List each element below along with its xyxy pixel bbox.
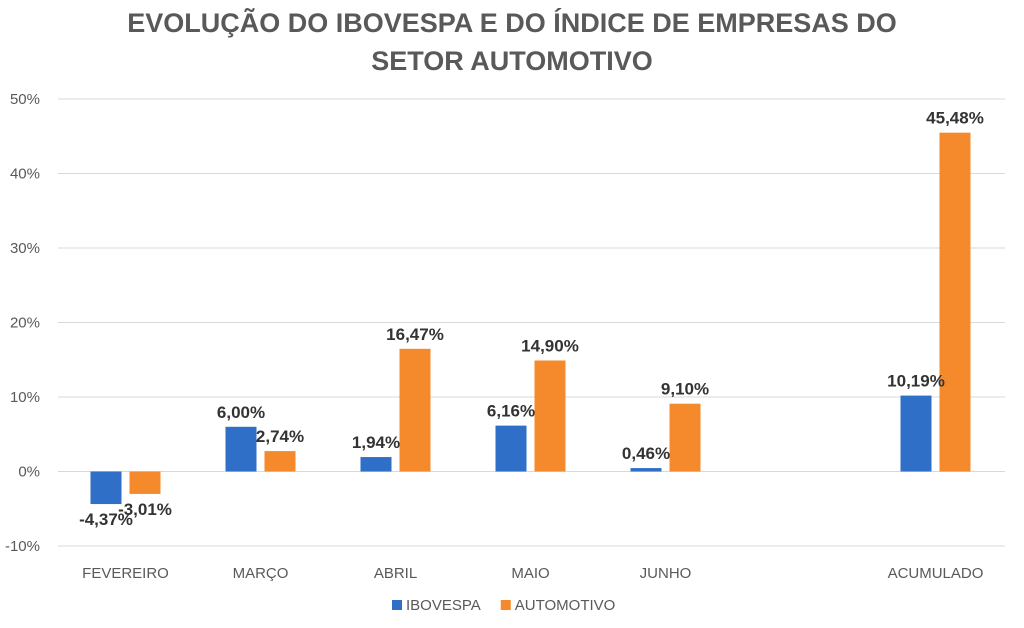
data-label: 45,48% xyxy=(926,109,984,128)
data-label: 6,16% xyxy=(487,402,535,421)
data-label: -4,37% xyxy=(79,510,133,529)
y-tick-label: 50% xyxy=(10,91,40,108)
y-tick-label: 10% xyxy=(10,389,40,406)
data-label: 16,47% xyxy=(386,325,444,344)
legend-swatch-ibovespa xyxy=(392,600,402,610)
bar-ibovespa xyxy=(360,457,392,472)
data-label: 0,46% xyxy=(622,444,670,463)
x-tick-label: JUNHO xyxy=(640,565,692,582)
bar-ibovespa xyxy=(630,468,662,472)
legend-swatch-automotivo xyxy=(500,600,511,610)
x-tick-label: ABRIL xyxy=(374,565,417,582)
legend-label: IBOVESPA xyxy=(406,597,481,614)
bar-ibovespa xyxy=(90,471,122,505)
y-tick-label: 20% xyxy=(10,315,40,332)
bar-automotivo xyxy=(264,451,296,472)
bar-ibovespa xyxy=(495,425,527,472)
data-label: 6,00% xyxy=(217,403,265,422)
x-tick-label: FEVEREIRO xyxy=(82,565,169,582)
y-tick-label: 30% xyxy=(10,240,40,257)
bar-automotivo xyxy=(129,471,161,494)
y-tick-label: 0% xyxy=(18,464,40,481)
bar-automotivo xyxy=(534,360,566,472)
chart-title-line-1: EVOLUÇÃO DO IBOVESPA E DO ÍNDICE DE EMPR… xyxy=(127,7,897,38)
bar-automotivo xyxy=(939,132,971,472)
bar-ibovespa xyxy=(225,426,257,472)
bar-automotivo xyxy=(669,403,701,472)
chart-title-line-2: SETOR AUTOMOTIVO xyxy=(371,46,653,76)
y-tick-label: 40% xyxy=(10,166,40,183)
y-tick-label: -10% xyxy=(5,538,40,555)
x-tick-label: MARÇO xyxy=(233,565,289,582)
data-label: -3,01% xyxy=(118,500,172,519)
data-label: 2,74% xyxy=(256,427,304,446)
legend: IBOVESPA AUTOMOTIVO xyxy=(392,597,615,614)
data-label: 14,90% xyxy=(521,336,579,355)
data-label: 1,94% xyxy=(352,433,400,452)
bar-ibovespa xyxy=(900,395,932,472)
data-label: 9,10% xyxy=(661,380,709,399)
bar-automotivo xyxy=(399,348,431,472)
legend-label: AUTOMOTIVO xyxy=(515,597,616,614)
x-tick-label: ACUMULADO xyxy=(888,565,984,582)
data-label: 10,19% xyxy=(887,372,945,391)
x-tick-label: MAIO xyxy=(511,565,549,582)
